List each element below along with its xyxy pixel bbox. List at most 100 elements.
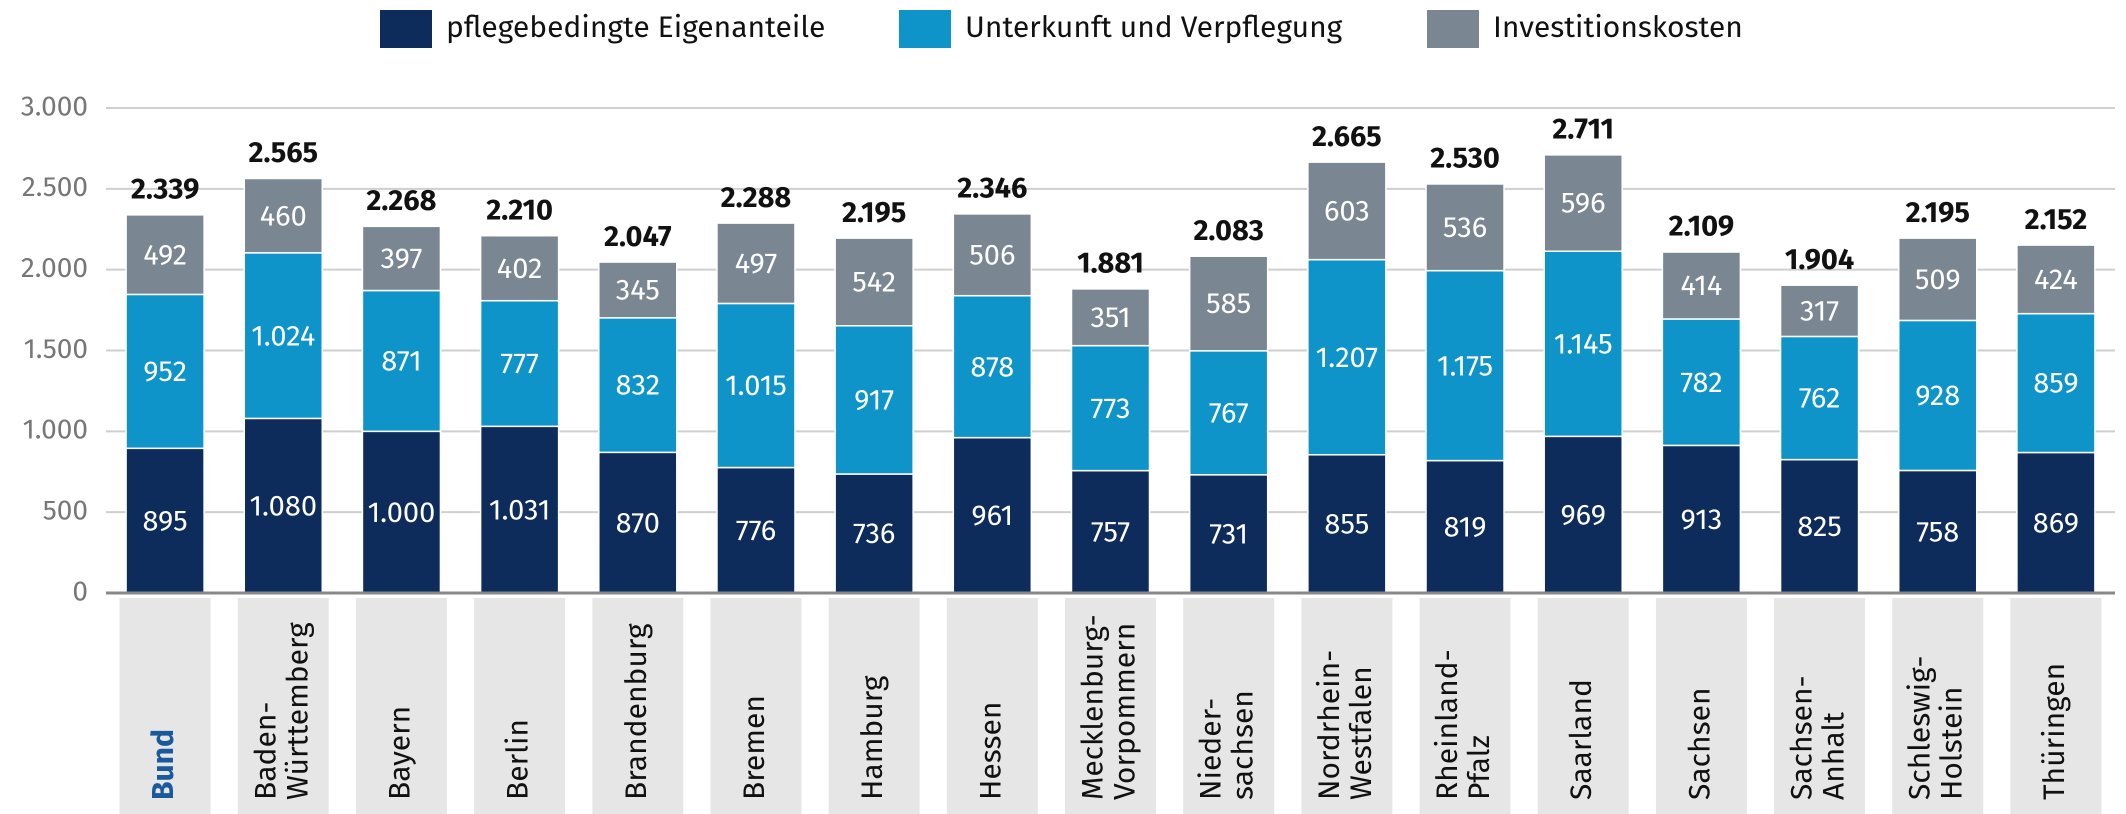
value-label: 492 xyxy=(143,237,187,272)
bar-segment xyxy=(1779,335,1860,461)
value-label: 773 xyxy=(1091,391,1131,426)
total-label: 2.047 xyxy=(604,219,672,254)
total-label: 2.195 xyxy=(1906,195,1970,230)
category-box xyxy=(828,598,920,814)
bar-segment xyxy=(2016,451,2096,594)
bar-segment xyxy=(1070,288,1151,347)
bar-segment xyxy=(1897,469,1978,594)
value-label: 767 xyxy=(1209,395,1249,430)
value-label: 460 xyxy=(260,198,307,233)
y-tick-label: 2.000 xyxy=(21,252,88,285)
value-label: 952 xyxy=(143,354,187,389)
bar-segment xyxy=(1307,161,1387,261)
value-label: 782 xyxy=(1680,365,1722,400)
legend-swatch xyxy=(1427,10,1479,48)
value-label: 917 xyxy=(854,383,894,418)
bar-segment xyxy=(479,299,560,428)
value-label: 402 xyxy=(497,251,543,286)
bar-segment xyxy=(2016,244,2096,315)
total-label: 2.083 xyxy=(1193,213,1263,248)
bar-segment xyxy=(1425,183,1505,272)
total-label: 2.288 xyxy=(721,180,792,215)
bar-segment xyxy=(952,213,1033,297)
x-tick-label: Schleswig-Holstein xyxy=(1902,656,1970,800)
value-label: 832 xyxy=(616,368,661,403)
value-label: 414 xyxy=(1681,268,1723,303)
category-box xyxy=(1655,598,1747,814)
x-tick-label: Hamburg xyxy=(854,675,890,800)
category-box xyxy=(592,598,684,814)
y-tick-label: 1.000 xyxy=(23,414,88,447)
value-label: 542 xyxy=(852,265,896,300)
total-label: 2.195 xyxy=(842,195,906,230)
value-label: 878 xyxy=(970,349,1014,384)
x-tick-label: Hessen xyxy=(972,702,1008,800)
value-label: 961 xyxy=(971,498,1013,533)
total-label: 2.268 xyxy=(366,183,436,218)
legend-swatch xyxy=(899,10,951,48)
x-tick-label: Rheinland-Pfalz xyxy=(1429,649,1497,800)
value-label: 497 xyxy=(735,246,778,281)
x-tick-label: Brandenburg xyxy=(618,623,654,800)
value-label: 317 xyxy=(1800,293,1839,328)
y-tick-label: 2.500 xyxy=(22,171,88,204)
value-label: 1.207 xyxy=(1316,340,1378,375)
total-label: 2.152 xyxy=(2025,202,2088,237)
value-label: 424 xyxy=(2034,262,2078,297)
x-tick-label: Nordrhein-Westfalen xyxy=(1311,650,1379,800)
bar-segment xyxy=(1897,319,1978,472)
value-label: 1.080 xyxy=(250,488,318,523)
x-tick-label: Nieder-sachsen xyxy=(1193,690,1261,800)
legend-label: Unterkunft und Verpflegung xyxy=(965,9,1343,45)
bar-segment xyxy=(1543,435,1623,594)
x-tick-label: Bund xyxy=(145,729,181,800)
value-label: 825 xyxy=(1797,509,1842,544)
legend-swatch xyxy=(380,10,432,48)
bar-segment xyxy=(952,436,1033,594)
category-box xyxy=(1537,598,1629,814)
value-label: 870 xyxy=(616,505,660,540)
category-box xyxy=(1301,598,1393,814)
value-label: 603 xyxy=(1324,194,1370,229)
x-tick-label: Mecklenburg-Vorpommern xyxy=(1074,614,1142,800)
total-label: 2.346 xyxy=(957,170,1027,205)
bar-segment xyxy=(1897,237,1978,322)
x-tick-label: Sachsen-Anhalt xyxy=(1783,675,1851,800)
bar-segment xyxy=(834,237,914,327)
bar-segment xyxy=(1543,154,1623,252)
category-box xyxy=(474,598,566,814)
x-tick-label: Baden-Württemberg xyxy=(247,622,315,800)
legend-label: pflegebedingte Eigenanteile xyxy=(446,9,825,45)
bar-segment xyxy=(716,302,796,469)
value-label: 762 xyxy=(1799,381,1841,416)
bar-segment xyxy=(125,214,205,296)
bar-segment xyxy=(1425,269,1505,462)
total-label: 2.665 xyxy=(1312,119,1382,154)
x-tick-label: Thüringen xyxy=(2036,663,2072,800)
value-label: 859 xyxy=(2033,366,2078,401)
value-label: 895 xyxy=(142,503,187,538)
category-box xyxy=(237,598,329,814)
value-label: 1.145 xyxy=(1554,326,1613,361)
bar-segment xyxy=(834,473,914,594)
y-tick-label: 500 xyxy=(43,495,88,528)
value-label: 1.015 xyxy=(725,368,787,403)
x-tick-label: Bayern xyxy=(381,706,417,800)
category-box xyxy=(1065,598,1156,814)
bar-segment xyxy=(479,234,560,302)
bar-segment xyxy=(1543,250,1623,438)
value-label: 758 xyxy=(1916,514,1959,549)
total-label: 2.210 xyxy=(486,192,553,227)
total-label: 2.711 xyxy=(1552,111,1614,146)
value-label: 509 xyxy=(1915,262,1961,297)
value-label: 869 xyxy=(2033,505,2079,540)
category-box xyxy=(1774,598,1866,814)
y-tick-label: 0 xyxy=(72,575,88,608)
value-label: 913 xyxy=(1681,502,1723,537)
value-label: 596 xyxy=(1561,186,1606,221)
bar-segment xyxy=(243,252,324,420)
bar-segment xyxy=(598,261,678,319)
bar-segment xyxy=(361,430,442,594)
category-box xyxy=(710,598,802,814)
bar-segment xyxy=(1188,474,1269,594)
